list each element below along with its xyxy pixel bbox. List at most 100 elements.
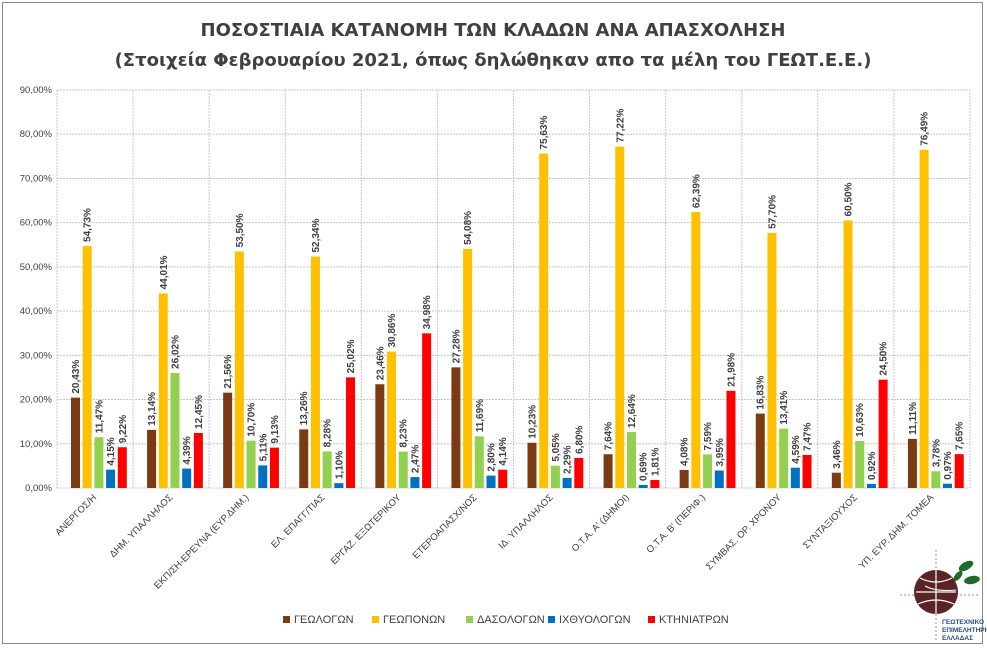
bar-ΔΑΣΟΛΟΓΩΝ <box>170 372 180 488</box>
y-tick-label: 0,00% <box>25 483 52 494</box>
bars: 20,43% 13,14% 21,56% 13,26% 23,46% 27,28% 10,2… <box>71 108 966 489</box>
data-label: 4,59% <box>791 435 802 463</box>
data-label: 75,63% <box>539 116 550 150</box>
bar-ΔΑΣΟΛΟΓΩΝ <box>246 440 256 488</box>
data-label: 11,47% <box>94 400 105 433</box>
bar-ΔΑΣΟΛΟΓΩΝ <box>550 465 560 488</box>
bar-ΙΧΘΥΟΛΟΓΩΝ <box>866 483 876 488</box>
data-label: 16,83% <box>756 376 767 410</box>
data-label: 6,80% <box>574 425 585 453</box>
bar-ΓΕΩΛΟΓΩΝ <box>299 429 309 488</box>
bar-ΙΧΘΥΟΛΟΓΩΝ <box>562 477 572 488</box>
bar-ΓΕΩΛΟΓΩΝ <box>223 392 233 488</box>
category-label: ΕΛ. ΕΠΑΓΓ/ΤΙΑΣ <box>269 492 327 550</box>
data-label: 60,50% <box>844 182 855 216</box>
data-label: 52,34% <box>311 219 322 253</box>
data-label: 3,78% <box>931 439 942 467</box>
bar-ΓΕΩΠΟΝΩΝ <box>767 232 777 488</box>
data-label: 77,22% <box>615 108 626 142</box>
category-label: ΑΝΕΡΓΟΣ/Η <box>53 492 99 538</box>
data-label: 13,26% <box>299 391 310 425</box>
bar-ΔΑΣΟΛΟΓΩΝ <box>855 440 865 488</box>
data-label: 12,45% <box>194 395 205 429</box>
data-label: 24,50% <box>879 342 890 376</box>
bar-ΚΤΗΝΙΑΤΡΩΝ <box>878 379 888 488</box>
data-label: 7,64% <box>604 422 615 450</box>
legend-swatch-ΔΑΣΟΛΟΓΩΝ <box>466 616 473 623</box>
data-label: 20,43% <box>71 360 82 394</box>
category-label: Ο.Τ.Α. Β' (ΠΕΡΙΦ.) <box>644 492 707 555</box>
data-label: 1,10% <box>334 451 345 479</box>
data-label: 11,11% <box>908 402 919 435</box>
y-tick-label: 30,00% <box>20 350 53 361</box>
data-label: 53,50% <box>235 213 246 247</box>
bar-ΚΤΗΝΙΑΤΡΩΝ <box>269 447 279 488</box>
data-label: 21,98% <box>726 353 737 387</box>
bar-ΚΤΗΝΙΑΤΡΩΝ <box>802 454 812 488</box>
data-label: 54,08% <box>463 211 474 245</box>
data-label: 4,15% <box>106 437 117 465</box>
legend-label: ΓΕΩΠΟΝΩΝ <box>383 614 445 626</box>
data-label: 54,73% <box>83 208 94 242</box>
y-tick-label: 80,00% <box>20 129 53 140</box>
data-label: 3,95% <box>715 438 726 466</box>
y-tick-label: 60,00% <box>20 218 53 229</box>
legend-swatch-ΚΤΗΝΙΑΤΡΩΝ <box>648 616 655 623</box>
bar-ΓΕΩΛΟΓΩΝ <box>679 469 689 488</box>
y-tick-label: 90,00% <box>20 85 53 96</box>
bar-ΚΤΗΝΙΑΤΡΩΝ <box>346 377 356 488</box>
bar-ΓΕΩΠΟΝΩΝ <box>843 220 853 488</box>
bar-ΓΕΩΛΟΓΩΝ <box>831 472 841 488</box>
bar-ΚΤΗΝΙΑΤΡΩΝ <box>650 479 660 488</box>
data-label: 0,69% <box>639 452 650 480</box>
data-label: 3,46% <box>832 440 843 468</box>
data-label: 5,11% <box>258 433 269 461</box>
data-label: 2,29% <box>563 445 574 473</box>
bar-ΙΧΘΥΟΛΟΓΩΝ <box>410 477 420 488</box>
chart-title: ΠΟΣΟΣΤΙΑΙΑ ΚΑΤΑΝΟΜΗ ΤΩΝ ΚΛΑΔΩΝ ΑΝΑ ΑΠΑΣΧ… <box>201 20 786 41</box>
bar-ΓΕΩΠΟΝΩΝ <box>463 248 473 488</box>
bar-ΓΕΩΠΟΝΩΝ <box>234 251 244 488</box>
bar-ΓΕΩΠΟΝΩΝ <box>158 293 168 488</box>
data-label: 10,63% <box>855 403 866 437</box>
bar-ΓΕΩΛΟΓΩΝ <box>147 429 157 488</box>
category-label: ΣΥΝΤΑΞΙΟΥΧΟΣ <box>801 492 860 551</box>
data-label: 23,46% <box>375 346 386 380</box>
data-label: 57,70% <box>767 195 778 229</box>
y-tick-label: 50,00% <box>20 262 53 273</box>
data-label: 62,39% <box>691 174 702 208</box>
data-label: 13,14% <box>147 392 158 426</box>
data-label: 10,70% <box>247 403 258 437</box>
bar-ΚΤΗΝΙΑΤΡΩΝ <box>954 454 964 488</box>
bar-ΚΤΗΝΙΑΤΡΩΝ <box>498 469 508 488</box>
legend-swatch-ΓΕΩΠΟΝΩΝ <box>372 616 379 623</box>
bar-ΔΑΣΟΛΟΓΩΝ <box>931 471 941 488</box>
data-label: 5,05% <box>551 433 562 461</box>
category-label: ΕΡΓΑΖ. ΕΞΩΤΕΡΙΚΟΥ <box>329 492 404 567</box>
data-label: 2,80% <box>487 443 498 471</box>
bar-ΙΧΘΥΟΛΟΓΩΝ <box>943 483 953 488</box>
data-label: 7,59% <box>703 422 714 450</box>
bar-ΓΕΩΠΟΝΩΝ <box>691 212 701 489</box>
legend-label: ΙΧΘΥΟΛΟΓΩΝ <box>559 614 631 626</box>
bar-ΚΤΗΝΙΑΤΡΩΝ <box>574 457 584 488</box>
data-label: 4,39% <box>182 436 193 464</box>
y-axis: 0,00% 10,00% 20,00% 30,00% 40,00% 50,00% 60,00… <box>20 85 53 494</box>
data-label: 1,81% <box>650 448 661 476</box>
data-label: 9,13% <box>270 415 281 443</box>
bar-ΙΧΘΥΟΛΟΓΩΝ <box>106 469 116 488</box>
category-label: ΙΔ. ΥΠΑΛΛΗΛΟΣ <box>497 492 556 551</box>
legend-swatch-ΙΧΘΥΟΛΟΓΩΝ <box>548 616 555 623</box>
legend: ΓΕΩΛΟΓΩΝ ΓΕΩΠΟΝΩΝ ΔΑΣΟΛΟΓΩΝ ΙΧΘΥΟΛΟΓΩΝ ΚΤΗΝΙ… <box>283 614 729 626</box>
category-label: Ο.Τ.Α. Α' (ΔΗΜΟΙ) <box>570 492 632 554</box>
bar-ΙΧΘΥΟΛΟΓΩΝ <box>790 467 800 488</box>
data-label: 27,28% <box>451 329 462 363</box>
data-label: 34,98% <box>422 295 433 329</box>
y-tick-label: 20,00% <box>20 395 53 406</box>
y-tick-label: 70,00% <box>20 173 53 184</box>
data-label: 2,47% <box>410 445 421 473</box>
bar-ΔΑΣΟΛΟΓΩΝ <box>94 437 104 488</box>
bar-ΙΧΘΥΟΛΟΓΩΝ <box>486 475 496 488</box>
bar-ΔΑΣΟΛΟΓΩΝ <box>779 428 789 488</box>
